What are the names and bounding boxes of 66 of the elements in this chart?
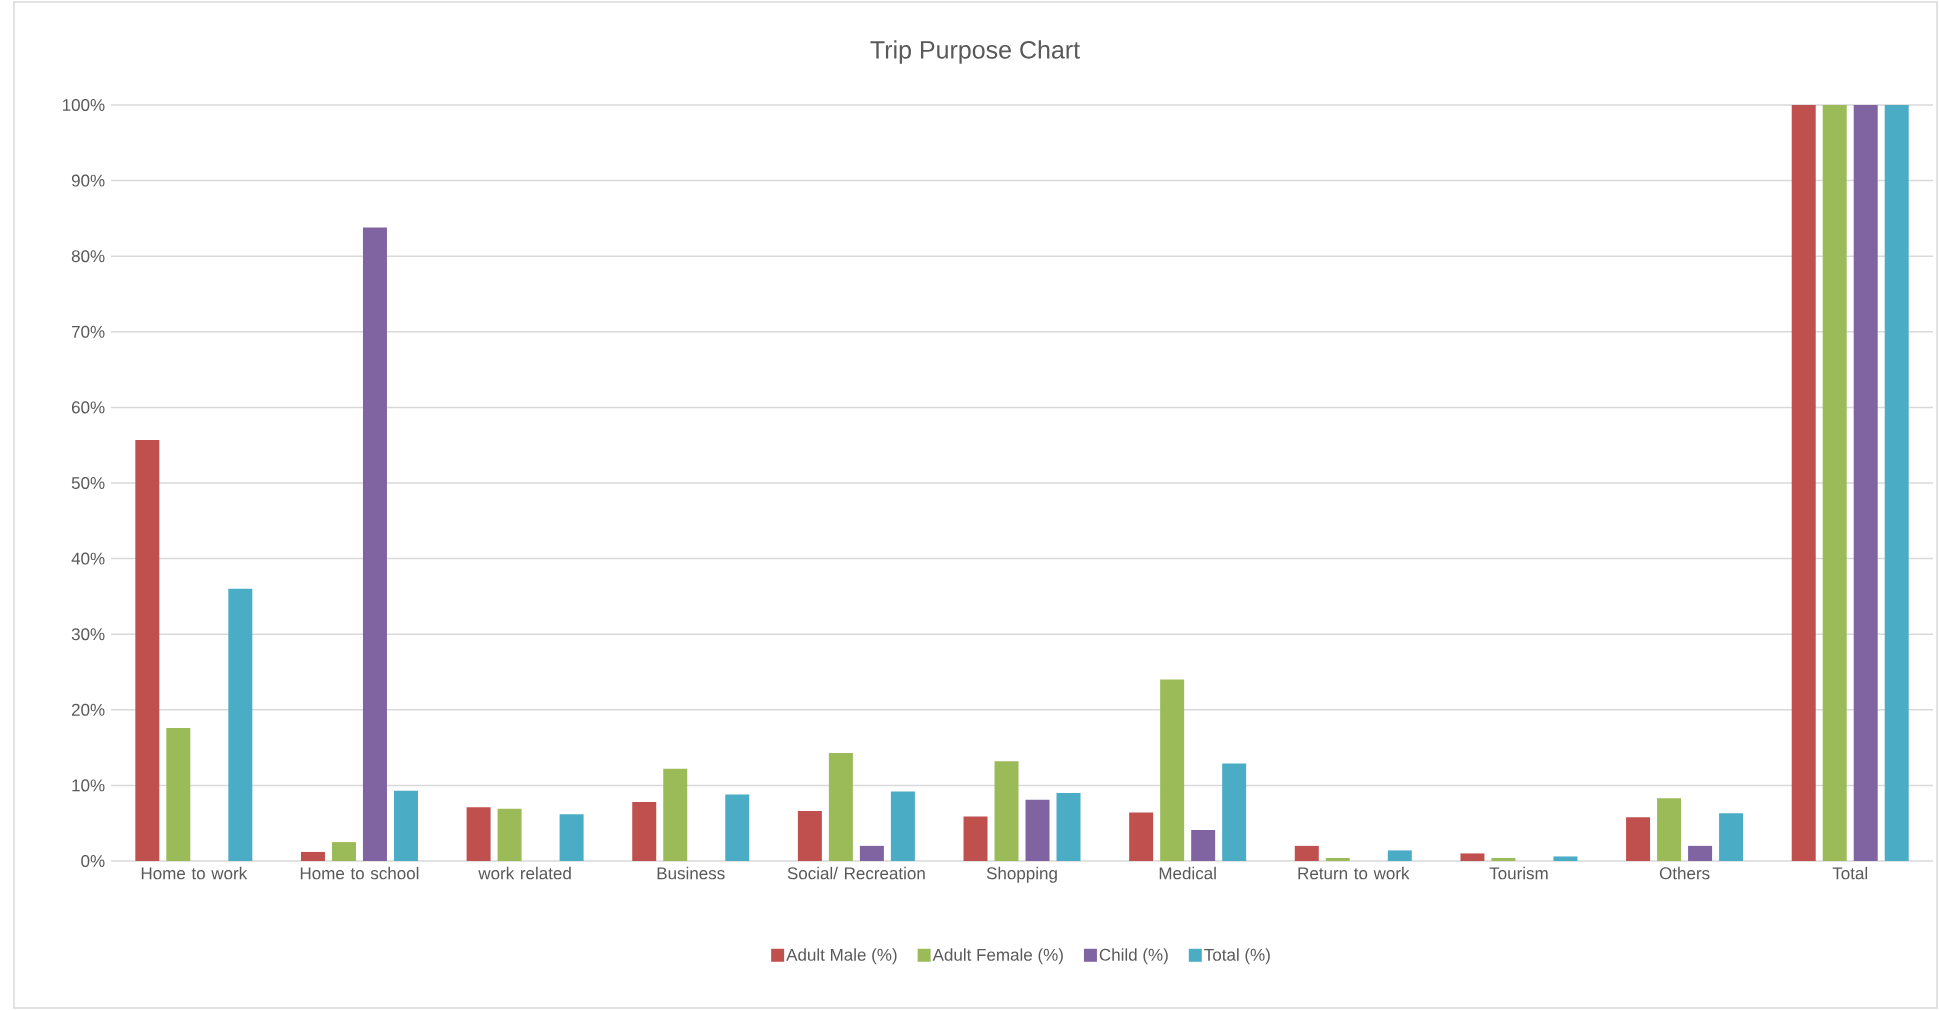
bar bbox=[963, 816, 988, 861]
bar bbox=[1791, 104, 1816, 861]
bar bbox=[1294, 845, 1319, 861]
y-tick-label: 70% bbox=[71, 325, 105, 338]
bar bbox=[828, 752, 853, 861]
bar bbox=[1491, 857, 1516, 861]
x-tick-label: Social/ Recreation bbox=[787, 866, 925, 880]
bar bbox=[228, 588, 253, 861]
bar bbox=[1025, 799, 1050, 861]
x-tick-label: Business bbox=[657, 866, 725, 880]
bar bbox=[1387, 850, 1412, 861]
bar bbox=[1553, 856, 1578, 861]
y-tick-label: 0% bbox=[81, 854, 105, 868]
bar bbox=[331, 842, 356, 861]
x-tick-label: Return to work bbox=[1298, 866, 1410, 880]
legend-label: Total (%) bbox=[1204, 948, 1270, 965]
legend-label: Adult Female (%) bbox=[932, 948, 1063, 965]
bar bbox=[890, 791, 915, 861]
bar bbox=[1222, 763, 1247, 861]
bar bbox=[1688, 845, 1713, 861]
x-tick-label: Total bbox=[1832, 866, 1868, 880]
bar bbox=[1719, 813, 1744, 861]
y-tick-label: 60% bbox=[71, 401, 105, 414]
x-tick-label: work related bbox=[478, 866, 571, 880]
x-tick-label: Medical bbox=[1159, 866, 1216, 880]
bar bbox=[725, 794, 750, 861]
x-tick-label: Home to school bbox=[300, 866, 419, 880]
bar bbox=[663, 768, 688, 861]
bar bbox=[466, 807, 491, 861]
bar bbox=[994, 761, 1019, 861]
x-tick-label: Home to work bbox=[141, 866, 248, 880]
bar bbox=[393, 790, 418, 861]
bar bbox=[1191, 830, 1216, 861]
bar bbox=[1056, 792, 1081, 861]
legend-label: Child (%) bbox=[1099, 948, 1168, 965]
bar bbox=[1460, 853, 1485, 861]
bar bbox=[300, 851, 325, 861]
legend-label: Adult Male (%) bbox=[786, 948, 897, 965]
x-tick-label: Shopping bbox=[986, 866, 1057, 883]
y-tick-label: 100% bbox=[62, 98, 105, 111]
y-tick-label: 30% bbox=[71, 628, 105, 641]
bar bbox=[166, 727, 191, 861]
bar bbox=[632, 802, 657, 861]
y-tick-label: 50% bbox=[71, 476, 105, 490]
y-tick-label: 90% bbox=[71, 174, 105, 187]
bar bbox=[135, 439, 160, 861]
bar bbox=[1853, 104, 1878, 861]
bar bbox=[559, 814, 584, 861]
bar bbox=[797, 811, 822, 861]
y-tick-label: 20% bbox=[71, 703, 105, 716]
bar bbox=[1129, 812, 1154, 861]
bar bbox=[1822, 104, 1847, 861]
y-tick-label: 40% bbox=[71, 552, 105, 565]
y-tick-label: 10% bbox=[72, 779, 105, 792]
x-tick-label: Tourism bbox=[1489, 866, 1548, 880]
bar bbox=[1884, 104, 1909, 861]
x-tick-label: Others bbox=[1659, 866, 1710, 880]
y-tick-label: 80% bbox=[71, 250, 105, 263]
bar bbox=[1626, 817, 1651, 861]
bar bbox=[497, 808, 522, 861]
bar bbox=[1325, 857, 1350, 861]
bar bbox=[1160, 679, 1185, 861]
chart-title: Trip Purpose Chart bbox=[870, 40, 1080, 64]
bar bbox=[362, 227, 387, 861]
bar bbox=[859, 845, 884, 861]
bar bbox=[1657, 798, 1682, 861]
